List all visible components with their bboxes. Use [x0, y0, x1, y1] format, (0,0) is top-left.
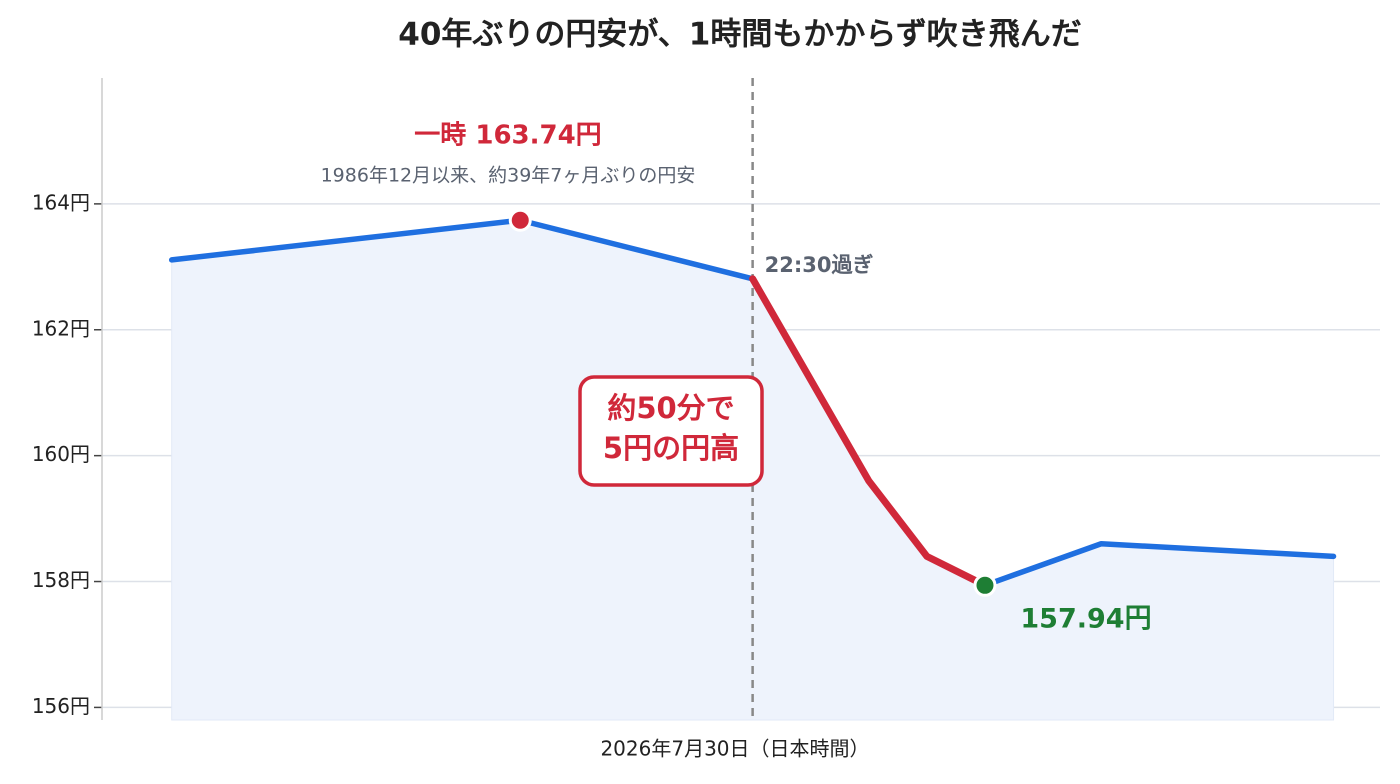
low-marker: [973, 573, 997, 597]
y-tick-label: 164円: [32, 190, 90, 214]
low-label: 157.94円: [1020, 604, 1151, 635]
y-tick-label: 162円: [32, 316, 90, 340]
event-label: 22:30過ぎ: [765, 253, 874, 277]
callout-box: [578, 375, 764, 487]
y-tick-label: 158円: [32, 568, 90, 592]
peak-label: 一時 163.74円: [414, 121, 601, 151]
y-tick-label: 160円: [32, 442, 90, 466]
x-axis-label: 2026年7月30日（日本時間）: [600, 737, 869, 761]
line: [749, 275, 989, 589]
peak-marker: [508, 208, 532, 232]
chart-title: 40年ぶりの円安が、1時間もかからず吹き飛んだ: [398, 17, 1081, 53]
callout-text: 5円の円高: [603, 431, 739, 465]
callout-text: 約50分で: [607, 391, 734, 425]
peak-note: 1986年12月以来、約39年7ヶ月ぶりの円安: [321, 165, 696, 187]
y-tick-label: 156円: [32, 694, 90, 718]
